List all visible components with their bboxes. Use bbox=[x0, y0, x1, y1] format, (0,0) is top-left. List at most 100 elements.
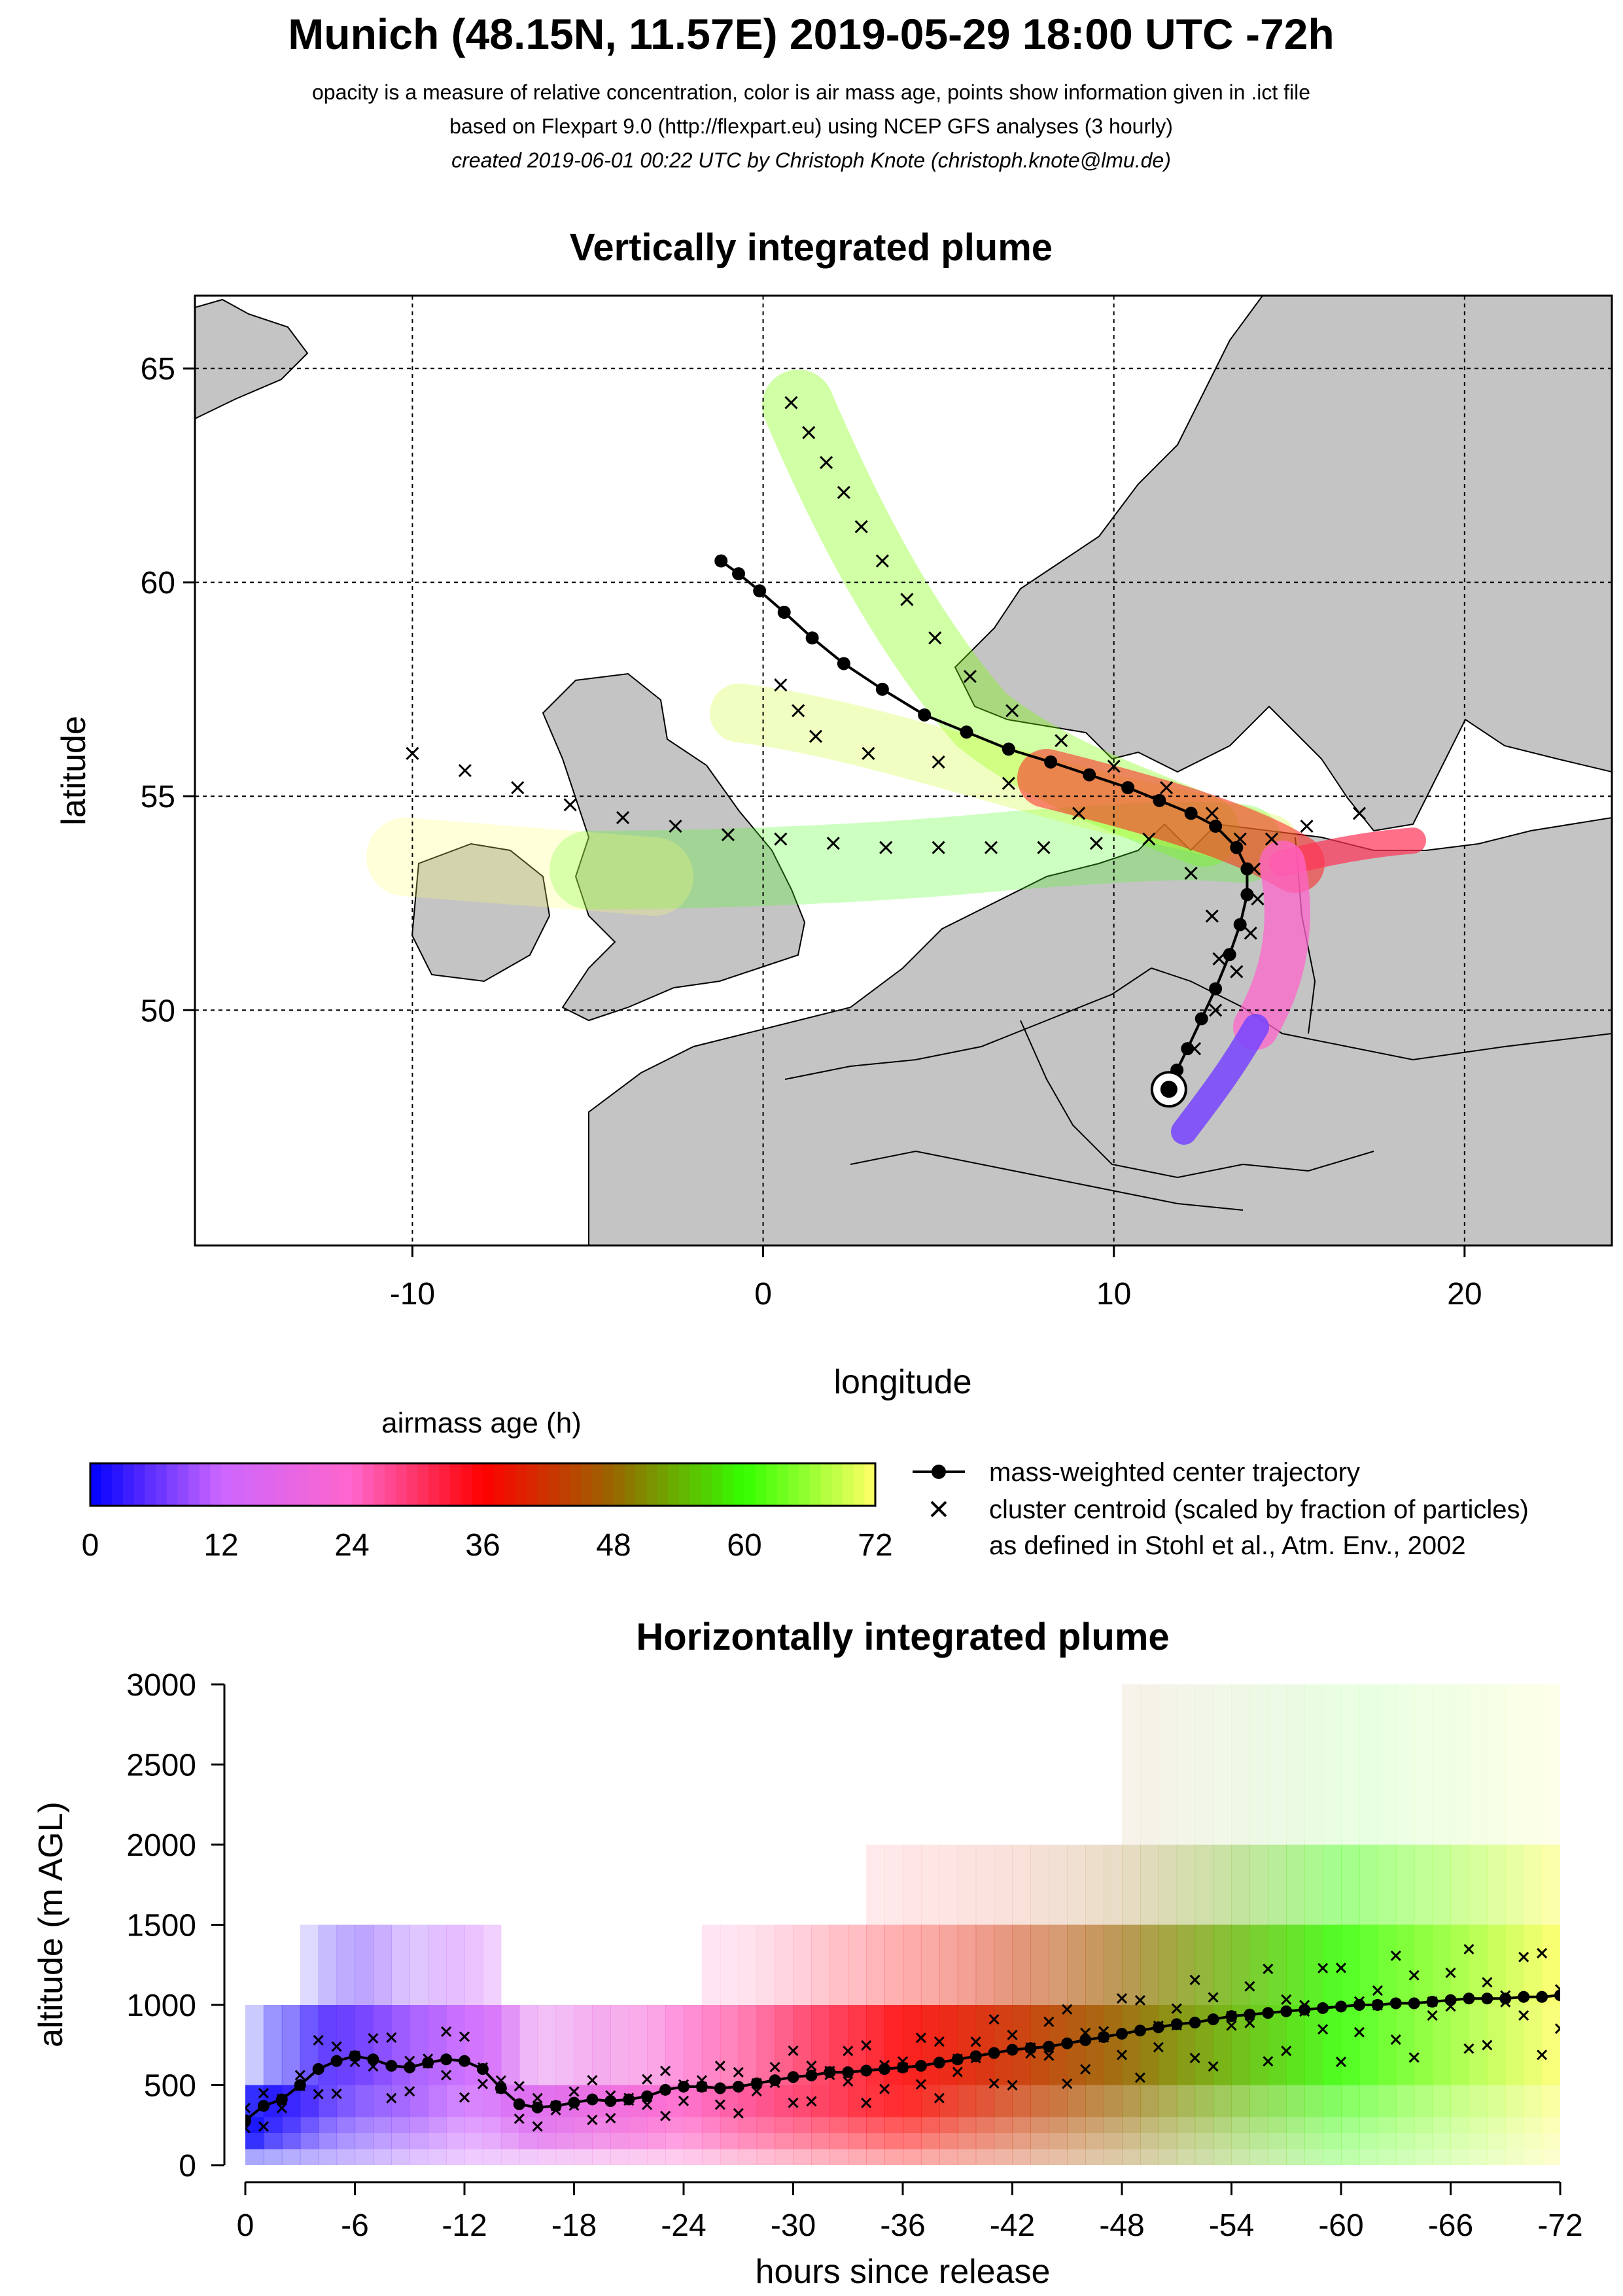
colorbar-tick-label: 24 bbox=[334, 1528, 369, 1563]
altitude-cluster-x bbox=[1062, 2004, 1073, 2015]
altitude-cluster-x bbox=[1116, 2049, 1128, 2061]
legend-dot-symbol bbox=[932, 1465, 946, 1479]
map-cluster-x bbox=[721, 828, 735, 842]
map-trajectory-point bbox=[837, 657, 850, 670]
altitude-cell bbox=[1395, 2133, 1415, 2149]
land-ireland bbox=[411, 843, 551, 983]
map-cluster-x bbox=[879, 841, 893, 854]
legend-x-symbol bbox=[930, 1501, 947, 1518]
colorbar-segment bbox=[570, 1463, 582, 1506]
altitude-x-axis: 0 -6 -12 -18 -24 -30 -36 -42 -48 -54 -60 -66 -72 bbox=[237, 2181, 1583, 2243]
colorbar-segment bbox=[90, 1463, 102, 1506]
altitude-cell bbox=[720, 2005, 739, 2085]
altitude-trajectory-point bbox=[1371, 1999, 1384, 2011]
map-cluster-x bbox=[854, 520, 868, 534]
map-x-tick-label: 10 bbox=[1096, 1277, 1131, 1312]
altitude-cluster-x bbox=[441, 2026, 452, 2037]
altitude-cluster-x bbox=[313, 2034, 324, 2045]
altitude-cell bbox=[263, 2005, 283, 2085]
map-cluster-x bbox=[963, 670, 977, 684]
altitude-trajectory-point bbox=[659, 2083, 672, 2096]
plume-south-blue bbox=[1171, 1014, 1269, 1145]
altitude-cell bbox=[939, 1924, 958, 2005]
altitude-cell bbox=[1304, 2117, 1323, 2133]
altitude-cell bbox=[1323, 2149, 1342, 2165]
altitude-cluster-x bbox=[660, 2110, 671, 2121]
map-frame bbox=[194, 294, 1613, 1247]
altitude-cell bbox=[1195, 2085, 1214, 2117]
altitude-cell bbox=[428, 2133, 447, 2149]
map-cluster-x bbox=[1072, 807, 1086, 820]
map-y-tick-label: 50 bbox=[141, 994, 175, 1028]
altitude-cell bbox=[1395, 1924, 1415, 2005]
altitude-cell bbox=[1359, 1684, 1378, 1845]
colorbar-segment bbox=[744, 1463, 756, 1506]
altitude-cell bbox=[1195, 1924, 1214, 2005]
colorbar-segment bbox=[526, 1463, 538, 1506]
altitude-cell bbox=[1395, 1684, 1415, 1845]
map-cluster-x bbox=[1184, 866, 1198, 880]
altitude-cell bbox=[1432, 2117, 1452, 2133]
altitude-cell bbox=[756, 2117, 776, 2133]
altitude-cluster-x bbox=[1281, 2045, 1292, 2057]
altitude-cell bbox=[994, 2149, 1013, 2165]
colorbar-tick-label: 72 bbox=[858, 1528, 892, 1563]
altitude-cluster-x bbox=[733, 2108, 744, 2119]
altitude-trajectory-point bbox=[495, 2082, 507, 2095]
altitude-cell bbox=[1286, 2117, 1305, 2133]
altitude-cell bbox=[1377, 2005, 1397, 2085]
map-cluster-x bbox=[932, 841, 945, 854]
colorbar-segment bbox=[766, 1463, 778, 1506]
altitude-cell bbox=[1158, 2133, 1178, 2149]
colorbar-segment bbox=[591, 1463, 603, 1506]
altitude-x-tick-label: -12 bbox=[442, 2208, 487, 2243]
altitude-cell bbox=[318, 1924, 338, 2005]
altitude-cluster-x bbox=[245, 2102, 251, 2113]
altitude-cell bbox=[355, 2149, 374, 2165]
map-cluster-x bbox=[809, 729, 823, 743]
altitude-cluster-x bbox=[1208, 2061, 1219, 2072]
altitude-cell bbox=[1122, 1845, 1141, 1925]
map-cluster-x bbox=[784, 396, 798, 409]
altitude-cell bbox=[1231, 2085, 1251, 2117]
altitude-cell bbox=[245, 2149, 264, 2165]
colorbar-segment bbox=[417, 1463, 429, 1506]
altitude-x-tick-label: -36 bbox=[880, 2208, 925, 2243]
altitude-cluster-x bbox=[532, 2093, 543, 2104]
altitude-x-tick-label: -54 bbox=[1209, 2208, 1254, 2243]
altitude-cell bbox=[464, 2117, 483, 2133]
altitude-cell bbox=[519, 2149, 538, 2165]
altitude-cell bbox=[1012, 1924, 1032, 2005]
colorbar-segment bbox=[374, 1463, 385, 1506]
altitude-cell bbox=[1359, 2085, 1378, 2117]
altitude-cluster-x bbox=[1518, 2009, 1529, 2021]
altitude-cell bbox=[1158, 1684, 1178, 1845]
altitude-cluster-x bbox=[1116, 1992, 1128, 2004]
altitude-cell bbox=[1104, 2085, 1123, 2117]
altitude-cluster-x bbox=[1353, 2026, 1365, 2038]
altitude-cluster-x bbox=[568, 2086, 580, 2097]
altitude-cell bbox=[866, 2117, 885, 2133]
altitude-cell bbox=[1122, 1684, 1141, 1845]
altitude-cell bbox=[1377, 2133, 1397, 2149]
altitude-cell bbox=[701, 2149, 721, 2165]
altitude-cluster-x bbox=[1244, 1981, 1255, 1992]
map-trajectory-point bbox=[732, 567, 746, 581]
altitude-cell bbox=[1195, 2117, 1214, 2133]
legend: mass-weighted center trajectory cluster … bbox=[913, 1458, 1529, 1560]
map-x-tick-label: 20 bbox=[1447, 1277, 1482, 1312]
map-release-point bbox=[1150, 1071, 1187, 1108]
altitude-cell bbox=[1104, 1924, 1123, 2005]
map-title: Vertically integrated plume bbox=[570, 226, 1053, 269]
altitude-cell bbox=[1268, 2133, 1287, 2149]
map-trajectory-point bbox=[1209, 982, 1223, 996]
map-grid bbox=[195, 296, 1612, 1245]
map-cluster-x bbox=[1244, 926, 1257, 940]
altitude-cell bbox=[701, 1924, 721, 2005]
altitude-cluster-x bbox=[642, 2099, 653, 2110]
altitude-cell bbox=[1067, 2133, 1086, 2149]
altitude-trajectory-point bbox=[531, 2101, 544, 2113]
altitude-cell bbox=[629, 2133, 648, 2149]
colorbar-segment bbox=[264, 1463, 276, 1506]
map-trajectory-point bbox=[1209, 820, 1223, 833]
